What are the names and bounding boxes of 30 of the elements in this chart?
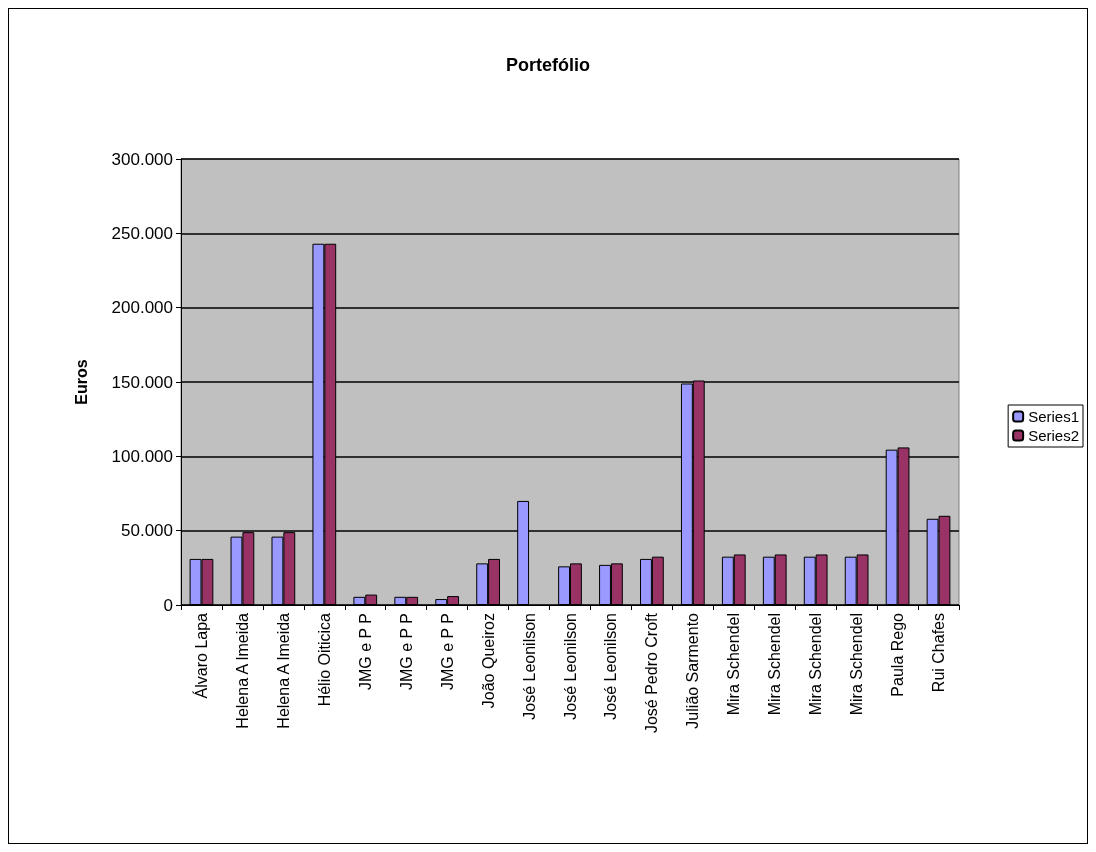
x-tick-label: Rui Chafes [930, 613, 948, 693]
y-tick-label: 250.000 [111, 223, 173, 243]
y-axis-title: Euros [72, 359, 90, 405]
x-tick-label: Mira Schendel [766, 613, 784, 716]
x-tick-label: Hélio Oiticica [315, 612, 333, 707]
x-tick-label: JMG e P P [438, 613, 456, 691]
legend-label: Series2 [1028, 427, 1079, 444]
x-tick-label: Álvaro Lapa [191, 612, 210, 699]
x-tick-label: José Pedro Croft [643, 612, 661, 734]
x-tick-label: Mira Schendel [725, 613, 743, 716]
x-tick-label: Mira Schendel [848, 613, 866, 716]
x-tick-label: Julião Sarmento [684, 612, 702, 729]
x-tick-label: João Queiroz [479, 613, 497, 709]
chart-title: Portefólio [506, 55, 590, 75]
x-tick-label: JMG e P P [397, 613, 415, 691]
y-tick-label: 300.000 [111, 149, 173, 169]
x-tick-label: José Leonilson [520, 613, 538, 720]
legend-label: Series1 [1028, 408, 1079, 425]
x-tick-label: José Leonilson [561, 613, 579, 720]
y-tick-label: 150.000 [111, 372, 173, 392]
y-tick-label: 50.000 [121, 521, 173, 541]
x-tick-label: Paula Rego [889, 612, 907, 697]
x-tick-label: JMG e P P [356, 613, 374, 691]
y-tick-label: 0 [163, 595, 173, 615]
x-tick-label: Helena A lmeida [233, 612, 251, 729]
y-tick-label: 100.000 [111, 446, 173, 466]
x-tick-label: Mira Schendel [807, 613, 825, 716]
y-tick-label: 200.000 [111, 298, 173, 318]
x-tick-label: José Leonilson [602, 613, 620, 720]
x-tick-label: Helena A lmeida [274, 612, 292, 729]
